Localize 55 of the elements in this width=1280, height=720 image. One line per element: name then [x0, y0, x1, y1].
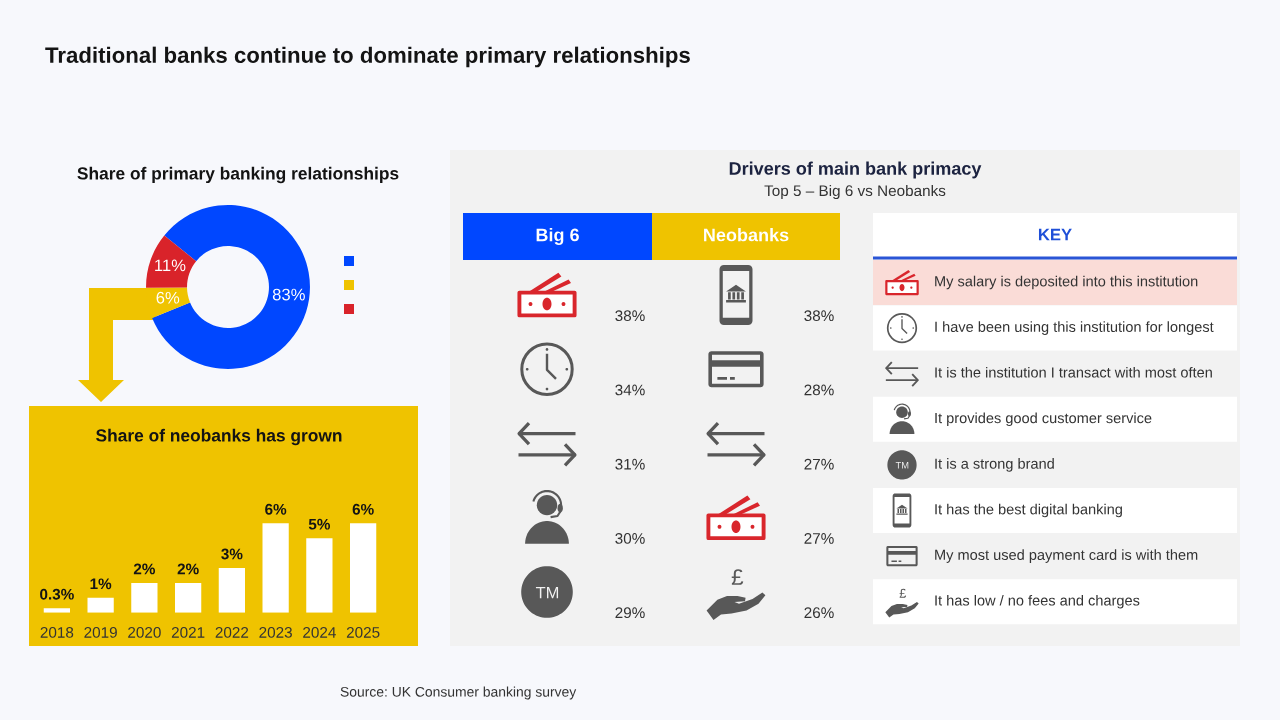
data-label: 30%	[615, 533, 645, 544]
x-tick-label: 2025	[346, 626, 380, 638]
data-label: 6%	[156, 291, 180, 304]
data-label: 3%	[221, 548, 243, 560]
data-label: 83%	[272, 288, 305, 301]
category-label: It has the best digital banking	[935, 503, 1122, 518]
x-tick-label: 2023	[259, 626, 292, 638]
category-label: My salary is deposited into this institution	[935, 275, 1198, 290]
x-tick-label: 2018	[40, 626, 74, 638]
data-label: 29%	[615, 607, 645, 619]
chart-title: Share of primary banking relationships	[77, 166, 399, 184]
data-label: 6%	[265, 503, 287, 515]
x-tick-label: 2020	[128, 626, 161, 638]
text: KEY	[1038, 228, 1072, 241]
data-label: 1%	[90, 578, 112, 590]
bar	[175, 582, 202, 613]
x-tick-label: 2024	[303, 626, 336, 638]
bar	[87, 597, 114, 613]
data-label: 27%	[804, 533, 834, 544]
data-label: 38%	[615, 310, 645, 322]
data-label: 0.3%	[40, 588, 74, 600]
text: Top 5 – Big 6 vs Neobanks	[764, 184, 946, 200]
data-label: 6%	[352, 503, 374, 515]
category-label: Neobanks	[704, 228, 789, 242]
data-label: 2%	[177, 563, 199, 575]
data-label: 31%	[615, 458, 645, 470]
bar	[350, 523, 377, 613]
data-label: 38%	[804, 310, 834, 322]
data-label: 34%	[615, 384, 645, 396]
bar	[306, 538, 333, 613]
x-tick-label: 2021	[171, 626, 205, 638]
data-label: 26%	[804, 607, 834, 619]
text: Traditional banks continue to dominate primary relationships	[45, 46, 690, 68]
category-label: It has low / no fees and charges	[935, 594, 1140, 609]
category-label: It is a strong brand	[935, 458, 1054, 472]
data-label: 28%	[804, 384, 834, 396]
category-label: It provides good customer service	[935, 412, 1152, 427]
category-label: Big 6	[536, 228, 579, 245]
source-note: Source: UK Consumer banking survey	[340, 686, 577, 700]
text: Drivers of main bank primacy	[729, 161, 982, 179]
category-label: My most used payment card is with them	[935, 549, 1198, 563]
data-label: 27%	[804, 458, 834, 470]
data-label: 2%	[133, 563, 156, 575]
chart-title: Share of neobanks has grown	[96, 428, 342, 446]
donut-slice	[146, 235, 197, 288]
data-label: 11%	[155, 259, 186, 272]
bar	[262, 523, 289, 613]
x-tick-label: 2022	[215, 626, 249, 638]
bar	[131, 582, 158, 613]
donut-slice	[152, 205, 310, 369]
data-label: 5%	[308, 518, 331, 530]
x-tick-label: 2019	[84, 626, 117, 638]
category-label: It is the institution I transact with most often	[935, 366, 1212, 378]
bar	[218, 567, 245, 613]
category-label: I have been using this institution for longest	[935, 321, 1214, 335]
